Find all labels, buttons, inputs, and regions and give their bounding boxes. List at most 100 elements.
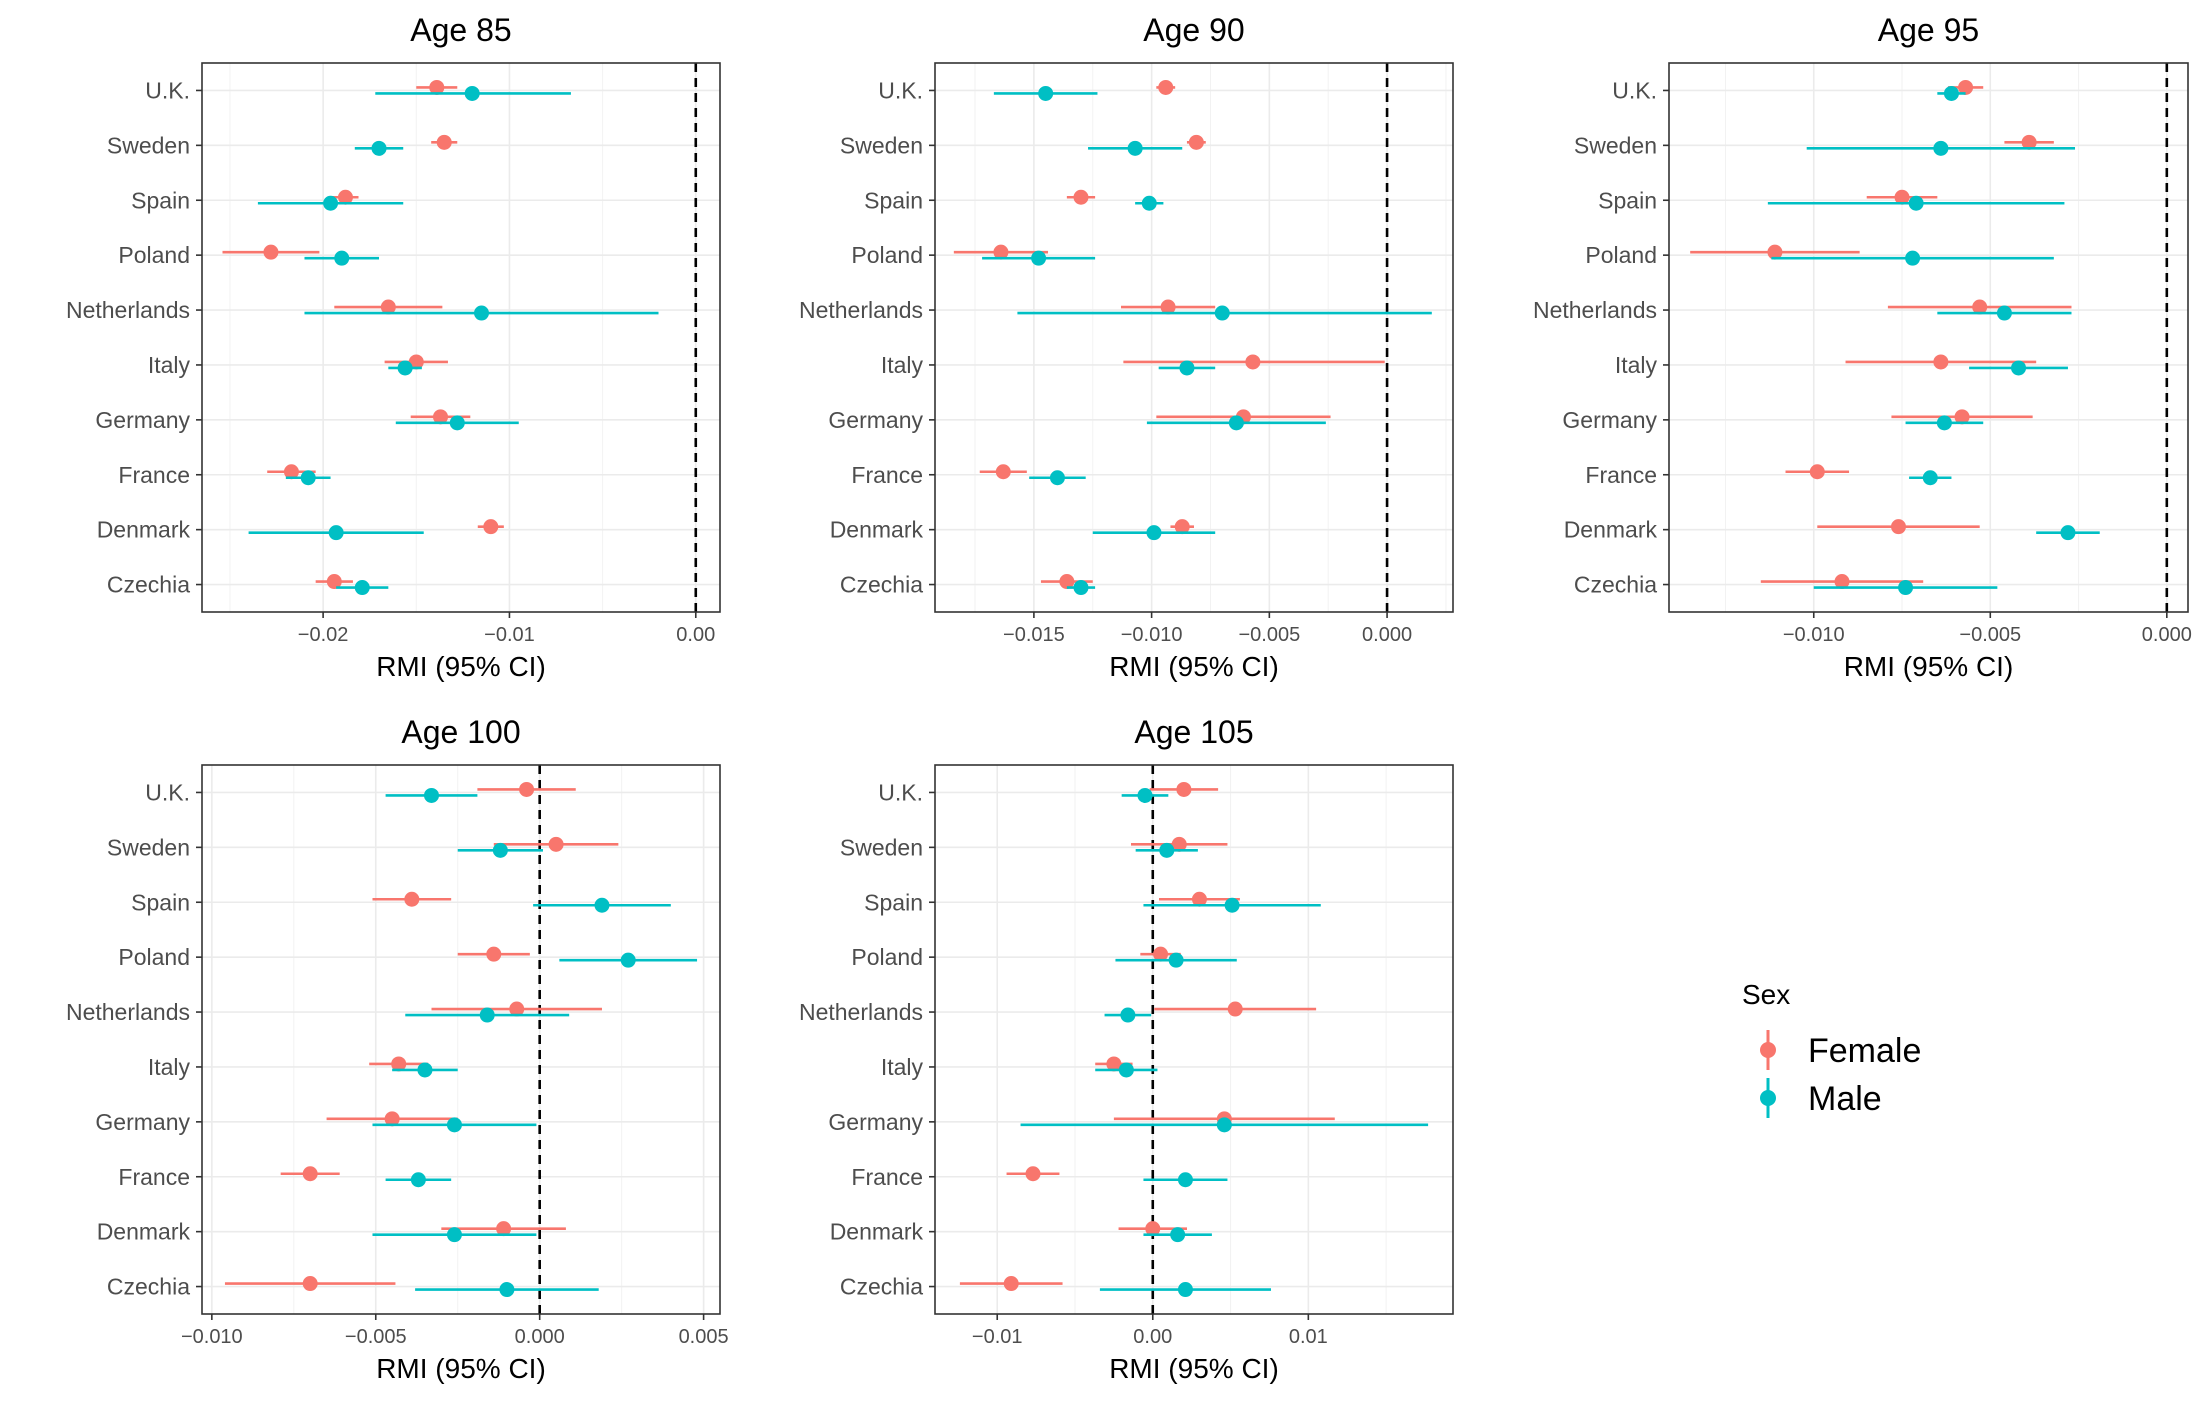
point-male-u-k bbox=[1038, 85, 1054, 101]
point-female-italy bbox=[1106, 1056, 1122, 1072]
panel-title: Age 90 bbox=[1143, 12, 1244, 48]
point-female-spain bbox=[1073, 189, 1089, 205]
point-female-italy bbox=[391, 1056, 407, 1072]
category-label-poland: Poland bbox=[118, 944, 190, 970]
category-label-sweden: Sweden bbox=[840, 834, 923, 860]
point-male-netherlands bbox=[1996, 305, 2012, 321]
x-tick-label: 0.000 bbox=[1362, 624, 1412, 646]
point-female-czechia bbox=[1834, 574, 1850, 590]
category-label-czechia: Czechia bbox=[107, 572, 190, 598]
point-male-czechia bbox=[1898, 580, 1914, 596]
category-label-spain: Spain bbox=[131, 889, 190, 915]
point-female-sweden bbox=[436, 134, 452, 150]
category-label-netherlands: Netherlands bbox=[799, 297, 923, 323]
category-label-sweden: Sweden bbox=[107, 834, 190, 860]
category-label-spain: Spain bbox=[131, 187, 190, 213]
panel-title: Age 85 bbox=[410, 12, 511, 48]
point-male-u-k bbox=[1943, 85, 1959, 101]
category-label-germany: Germany bbox=[828, 1109, 923, 1135]
point-male-spain bbox=[1224, 897, 1240, 913]
point-female-poland bbox=[1153, 946, 1169, 962]
point-male-poland bbox=[1031, 250, 1047, 266]
series-female bbox=[1690, 79, 2072, 590]
point-female-france bbox=[1025, 1166, 1041, 1182]
category-label-denmark: Denmark bbox=[97, 517, 191, 543]
point-female-spain bbox=[1894, 189, 1910, 205]
category-label-germany: Germany bbox=[828, 407, 923, 433]
category-label-u-k: U.K. bbox=[145, 779, 190, 805]
series-male bbox=[372, 787, 698, 1298]
point-female-spain bbox=[337, 189, 353, 205]
x-tick-label: 0.01 bbox=[1289, 1326, 1328, 1348]
series-male bbox=[248, 85, 659, 596]
x-tick-label: −0.02 bbox=[298, 624, 349, 646]
point-female-u-k bbox=[429, 79, 445, 95]
point-male-spain bbox=[1141, 195, 1157, 211]
legend-label-male: Male bbox=[1808, 1080, 1882, 1118]
category-label-netherlands: Netherlands bbox=[66, 999, 190, 1025]
point-male-sweden bbox=[371, 140, 387, 156]
point-male-italy bbox=[1179, 360, 1195, 376]
panel-background bbox=[202, 765, 720, 1314]
panel-title: Age 100 bbox=[401, 714, 520, 750]
x-tick-label: −0.01 bbox=[972, 1326, 1023, 1348]
point-male-spain bbox=[1908, 195, 1924, 211]
category-label-germany: Germany bbox=[95, 407, 190, 433]
point-male-italy bbox=[1118, 1062, 1134, 1078]
point-female-denmark bbox=[483, 519, 499, 535]
x-tick-label: 0.000 bbox=[2142, 624, 2192, 646]
point-female-denmark bbox=[1145, 1221, 1161, 1237]
point-male-netherlands bbox=[1120, 1007, 1136, 1023]
category-label-u-k: U.K. bbox=[1612, 77, 1657, 103]
point-female-sweden bbox=[2021, 134, 2037, 150]
category-label-netherlands: Netherlands bbox=[66, 297, 190, 323]
point-male-czechia bbox=[499, 1282, 515, 1298]
point-female-netherlands bbox=[380, 299, 396, 315]
point-female-u-k bbox=[1176, 781, 1192, 797]
x-tick-label: 0.000 bbox=[515, 1326, 565, 1348]
point-female-italy bbox=[1933, 354, 1949, 370]
x-axis-title: RMI (95% CI) bbox=[376, 651, 546, 682]
x-tick-label: 0.005 bbox=[679, 1326, 729, 1348]
panel-age-100: U.K. Sweden Spain Poland Netherlands Italy Ger… bbox=[66, 714, 729, 1384]
category-label-poland: Poland bbox=[1585, 242, 1657, 268]
category-label-italy: Italy bbox=[148, 1054, 191, 1080]
point-male-sweden bbox=[1127, 140, 1143, 156]
series-male bbox=[1020, 787, 1429, 1298]
point-male-france bbox=[1049, 470, 1065, 486]
point-male-spain bbox=[594, 897, 610, 913]
x-tick-label: −0.015 bbox=[1003, 624, 1065, 646]
series-female bbox=[224, 781, 619, 1292]
category-label-sweden: Sweden bbox=[840, 132, 923, 158]
point-male-u-k bbox=[423, 787, 439, 803]
category-label-u-k: U.K. bbox=[878, 779, 923, 805]
gridlines bbox=[202, 63, 720, 612]
category-label-czechia: Czechia bbox=[840, 1274, 923, 1300]
point-male-poland bbox=[1905, 250, 1921, 266]
point-male-netherlands bbox=[479, 1007, 495, 1023]
point-male-denmark bbox=[446, 1227, 462, 1243]
point-female-poland bbox=[263, 244, 279, 260]
point-female-czechia bbox=[1059, 574, 1075, 590]
point-male-spain bbox=[323, 195, 339, 211]
panel-background bbox=[202, 63, 720, 612]
x-tick-label: −0.010 bbox=[1783, 624, 1845, 646]
x-tick-label: −0.010 bbox=[181, 1326, 243, 1348]
point-female-poland bbox=[486, 946, 502, 962]
point-female-sweden bbox=[1171, 836, 1187, 852]
point-female-france bbox=[302, 1166, 318, 1182]
category-label-germany: Germany bbox=[95, 1109, 190, 1135]
legend-entry-male: Male bbox=[1760, 1078, 1882, 1118]
point-female-czechia bbox=[326, 574, 342, 590]
panel-age-85: U.K. Sweden Spain Poland Netherlands Italy Ger… bbox=[66, 12, 721, 682]
legend: Sex Female Male bbox=[1742, 979, 1921, 1118]
point-male-france bbox=[410, 1172, 426, 1188]
x-axis-title: RMI (95% CI) bbox=[376, 1353, 546, 1384]
point-male-denmark bbox=[1170, 1227, 1186, 1243]
category-label-netherlands: Netherlands bbox=[1533, 297, 1657, 323]
point-male-poland bbox=[334, 250, 350, 266]
point-male-netherlands bbox=[1214, 305, 1230, 321]
category-label-poland: Poland bbox=[118, 242, 190, 268]
